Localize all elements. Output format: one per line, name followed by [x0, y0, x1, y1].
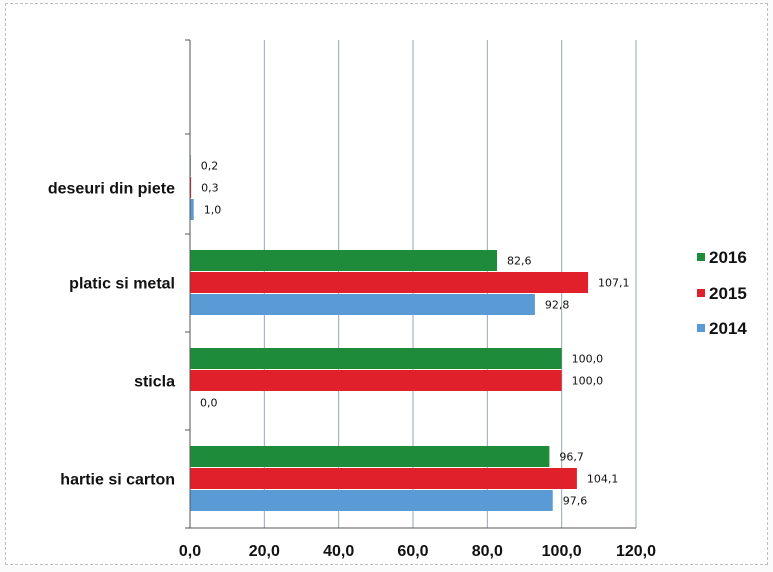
bar [190, 370, 562, 391]
bar [190, 446, 550, 467]
data-labels: 0,2 0,3 1,0 82,6 107,1 92,8 100,0 100,0 0,0 96,71… [200, 160, 630, 508]
x-tick-label: 120,0 [616, 543, 656, 560]
category-label: platic si metal [69, 276, 175, 293]
data-label: 104,1 [587, 473, 619, 486]
x-tick-label: 0,0 [179, 543, 201, 560]
legend-entry: 2016 [709, 248, 747, 267]
legend: 2016 2015 2014 [697, 248, 747, 338]
bars [190, 155, 589, 511]
legend-swatch [697, 324, 705, 332]
bar [190, 490, 553, 511]
x-tick-label: 60,0 [397, 543, 428, 560]
data-label: 1,0 [204, 204, 222, 217]
axes [185, 39, 636, 529]
bar [190, 250, 497, 271]
legend-entry: 2015 [709, 284, 747, 303]
x-tick-labels: 0,0 20,0 40,0 60,0 80,0 100,0 120,0 [179, 543, 656, 560]
legend-swatch [697, 289, 705, 297]
category-label: sticla [134, 374, 175, 391]
x-tick-label: 100,0 [542, 543, 582, 560]
data-label: 107,1 [598, 277, 630, 290]
data-label: 92,8 [545, 299, 570, 312]
data-label: 0,2 [201, 160, 219, 173]
category-labels: deseuri din piete platic si metal sticla ha… [48, 181, 175, 489]
x-tick-label: 80,0 [472, 543, 503, 560]
bar [190, 294, 535, 315]
data-label: 97,6 [563, 495, 588, 508]
bar [190, 348, 562, 369]
data-label: 100,0 [572, 353, 604, 366]
data-label: 96,7 [559, 451, 584, 464]
bar [190, 468, 577, 489]
data-label: 0,0 [200, 397, 218, 410]
bar [190, 272, 589, 293]
data-label: 82,6 [507, 255, 532, 268]
legend-entry: 2014 [709, 319, 747, 338]
bar [190, 177, 192, 198]
category-label: hartie si carton [60, 472, 175, 489]
data-label: 0,3 [201, 182, 219, 195]
x-tick-label: 40,0 [323, 543, 354, 560]
bar [190, 199, 194, 220]
category-label: deseuri din piete [48, 181, 175, 198]
x-tick-label: 20,0 [249, 543, 280, 560]
data-label: 100,0 [572, 375, 604, 388]
legend-swatch [697, 253, 705, 261]
